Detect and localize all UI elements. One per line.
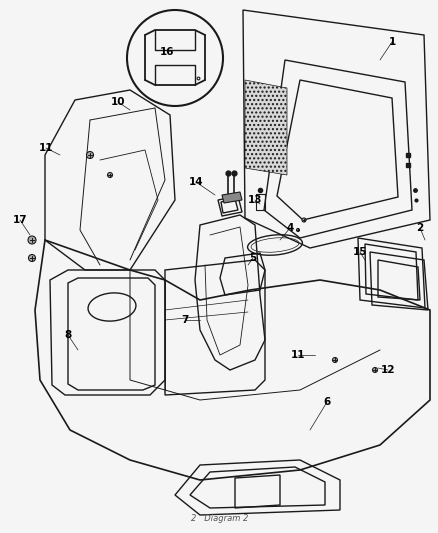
Circle shape: [332, 358, 337, 362]
Text: 7: 7: [181, 315, 188, 325]
Text: 4: 4: [286, 223, 293, 233]
Text: 14: 14: [188, 177, 203, 187]
Polygon shape: [244, 80, 286, 175]
Text: 2   Diagram 2: 2 Diagram 2: [191, 514, 247, 523]
Text: 10: 10: [110, 97, 125, 107]
Text: 2: 2: [415, 223, 423, 233]
Polygon shape: [222, 192, 241, 203]
Text: 17: 17: [13, 215, 27, 225]
Text: 16: 16: [159, 47, 174, 57]
Text: 11: 11: [39, 143, 53, 153]
Text: 5: 5: [249, 253, 256, 263]
Circle shape: [28, 254, 35, 262]
Text: 11: 11: [290, 350, 304, 360]
Circle shape: [28, 236, 36, 244]
Circle shape: [86, 151, 93, 158]
Text: 8: 8: [64, 330, 71, 340]
Circle shape: [296, 229, 299, 231]
Circle shape: [127, 10, 223, 106]
Text: 13: 13: [247, 195, 261, 205]
Text: 15: 15: [352, 247, 367, 257]
Circle shape: [301, 218, 305, 222]
Circle shape: [107, 173, 112, 177]
Circle shape: [372, 367, 377, 373]
Text: 6: 6: [323, 397, 330, 407]
Text: 1: 1: [388, 37, 395, 47]
Text: 12: 12: [380, 365, 394, 375]
